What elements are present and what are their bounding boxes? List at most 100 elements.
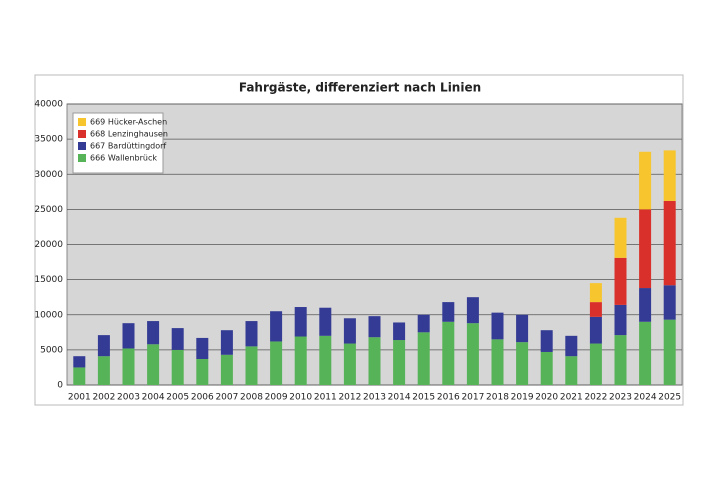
bar-segment	[319, 335, 332, 385]
bar-segment	[614, 335, 627, 385]
legend-swatch	[78, 118, 86, 126]
x-tick-label: 2020	[535, 393, 558, 403]
bar-segment	[368, 337, 381, 385]
bar-segment	[614, 304, 627, 336]
bar-segment	[220, 354, 233, 385]
x-tick-label: 2015	[412, 393, 435, 403]
bar-segment	[196, 337, 209, 360]
bar-segment	[639, 151, 652, 210]
y-tick-label: 20000	[34, 240, 63, 250]
x-tick-label: 2013	[363, 393, 386, 403]
bar-segment	[73, 356, 86, 368]
y-tick-label: 40000	[34, 100, 63, 110]
bar-segment	[516, 342, 529, 385]
x-tick-label: 2018	[486, 393, 509, 403]
x-tick-label: 2004	[142, 393, 165, 403]
bar-segment	[393, 322, 406, 341]
y-tick-label: 10000	[34, 310, 63, 320]
x-tick-label: 2008	[240, 393, 263, 403]
bar-segment	[245, 321, 258, 347]
bar-segment	[540, 351, 553, 385]
legend-label: 666 Wallenbrück	[90, 154, 157, 163]
x-tick-label: 2025	[658, 393, 681, 403]
x-tick-label: 2003	[117, 393, 140, 403]
legend-label: 667 Bardüttingdorf	[90, 142, 166, 151]
bar-segment	[663, 150, 676, 201]
y-tick-label: 35000	[34, 135, 63, 145]
bar-segment	[639, 288, 652, 322]
x-tick-label: 2001	[68, 393, 91, 403]
bar-segment	[663, 285, 676, 320]
bar-segment	[97, 335, 110, 357]
bar-segment	[663, 319, 676, 385]
bar-segment	[147, 321, 160, 345]
bar-segment	[147, 344, 160, 385]
bar-segment	[171, 328, 184, 350]
bar-segment	[491, 339, 504, 385]
bar-segment	[343, 343, 356, 385]
chart-title: Fahrgäste, differenziert nach Linien	[239, 81, 481, 95]
y-tick-label: 15000	[34, 275, 63, 285]
bar-segment	[393, 340, 406, 385]
bar-segment	[270, 341, 283, 385]
y-tick-label: 0	[57, 381, 63, 391]
x-tick-label: 2002	[92, 393, 115, 403]
bar-segment	[368, 316, 381, 338]
x-tick-label: 2016	[437, 393, 460, 403]
bar-segment	[614, 217, 627, 258]
x-tick-label: 2005	[166, 393, 189, 403]
bar-segment	[417, 314, 430, 333]
bar-segment	[417, 332, 430, 385]
legend-label: 668 Lenzinghausen	[90, 130, 168, 139]
legend-box	[72, 112, 164, 174]
bar-segment	[294, 336, 307, 385]
x-tick-label: 2011	[314, 393, 337, 403]
x-tick-label: 2022	[584, 393, 607, 403]
bar-segment	[466, 323, 479, 385]
bar-segment	[196, 359, 209, 385]
bar-segment	[565, 335, 578, 357]
x-tick-label: 2024	[634, 393, 657, 403]
x-tick-label: 2021	[560, 393, 583, 403]
x-tick-label: 2006	[191, 393, 214, 403]
bar-segment	[491, 312, 504, 340]
bar-segment	[589, 302, 602, 317]
bar-segment	[589, 343, 602, 385]
bar-segment	[516, 314, 529, 343]
y-tick-label: 25000	[34, 205, 63, 215]
x-tick-label: 2019	[511, 393, 534, 403]
y-tick-label: 30000	[34, 170, 63, 180]
bar-segment	[639, 209, 652, 289]
bar-segment	[639, 321, 652, 385]
bar-segment	[589, 316, 602, 344]
y-tick-label: 5000	[40, 345, 63, 355]
bar-segment	[73, 367, 86, 385]
bar-segment	[122, 323, 135, 349]
bar-segment	[270, 311, 283, 342]
x-tick-label: 2010	[289, 393, 312, 403]
legend-swatch	[78, 142, 86, 150]
bar-segment	[466, 297, 479, 324]
bar-segment	[343, 318, 356, 344]
bar-segment	[540, 330, 553, 352]
x-tick-label: 2009	[265, 393, 288, 403]
bar-segment	[319, 307, 332, 336]
bar-segment	[122, 348, 135, 385]
x-tick-label: 2023	[609, 393, 632, 403]
x-tick-label: 2014	[388, 393, 411, 403]
x-tick-label: 2007	[215, 393, 238, 403]
bar-segment	[442, 321, 455, 385]
bar-segment	[614, 257, 627, 305]
legend-swatch	[78, 130, 86, 138]
bar-segment	[294, 307, 307, 337]
bar-segment	[589, 283, 602, 303]
bar-segment	[220, 330, 233, 355]
legend-swatch	[78, 154, 86, 162]
bar-segment	[442, 302, 455, 322]
x-tick-label: 2012	[338, 393, 361, 403]
bar-segment	[171, 349, 184, 385]
x-tick-label: 2017	[461, 393, 484, 403]
bar-segment	[245, 346, 258, 385]
legend-label: 669 Hücker-Aschen	[90, 118, 167, 127]
